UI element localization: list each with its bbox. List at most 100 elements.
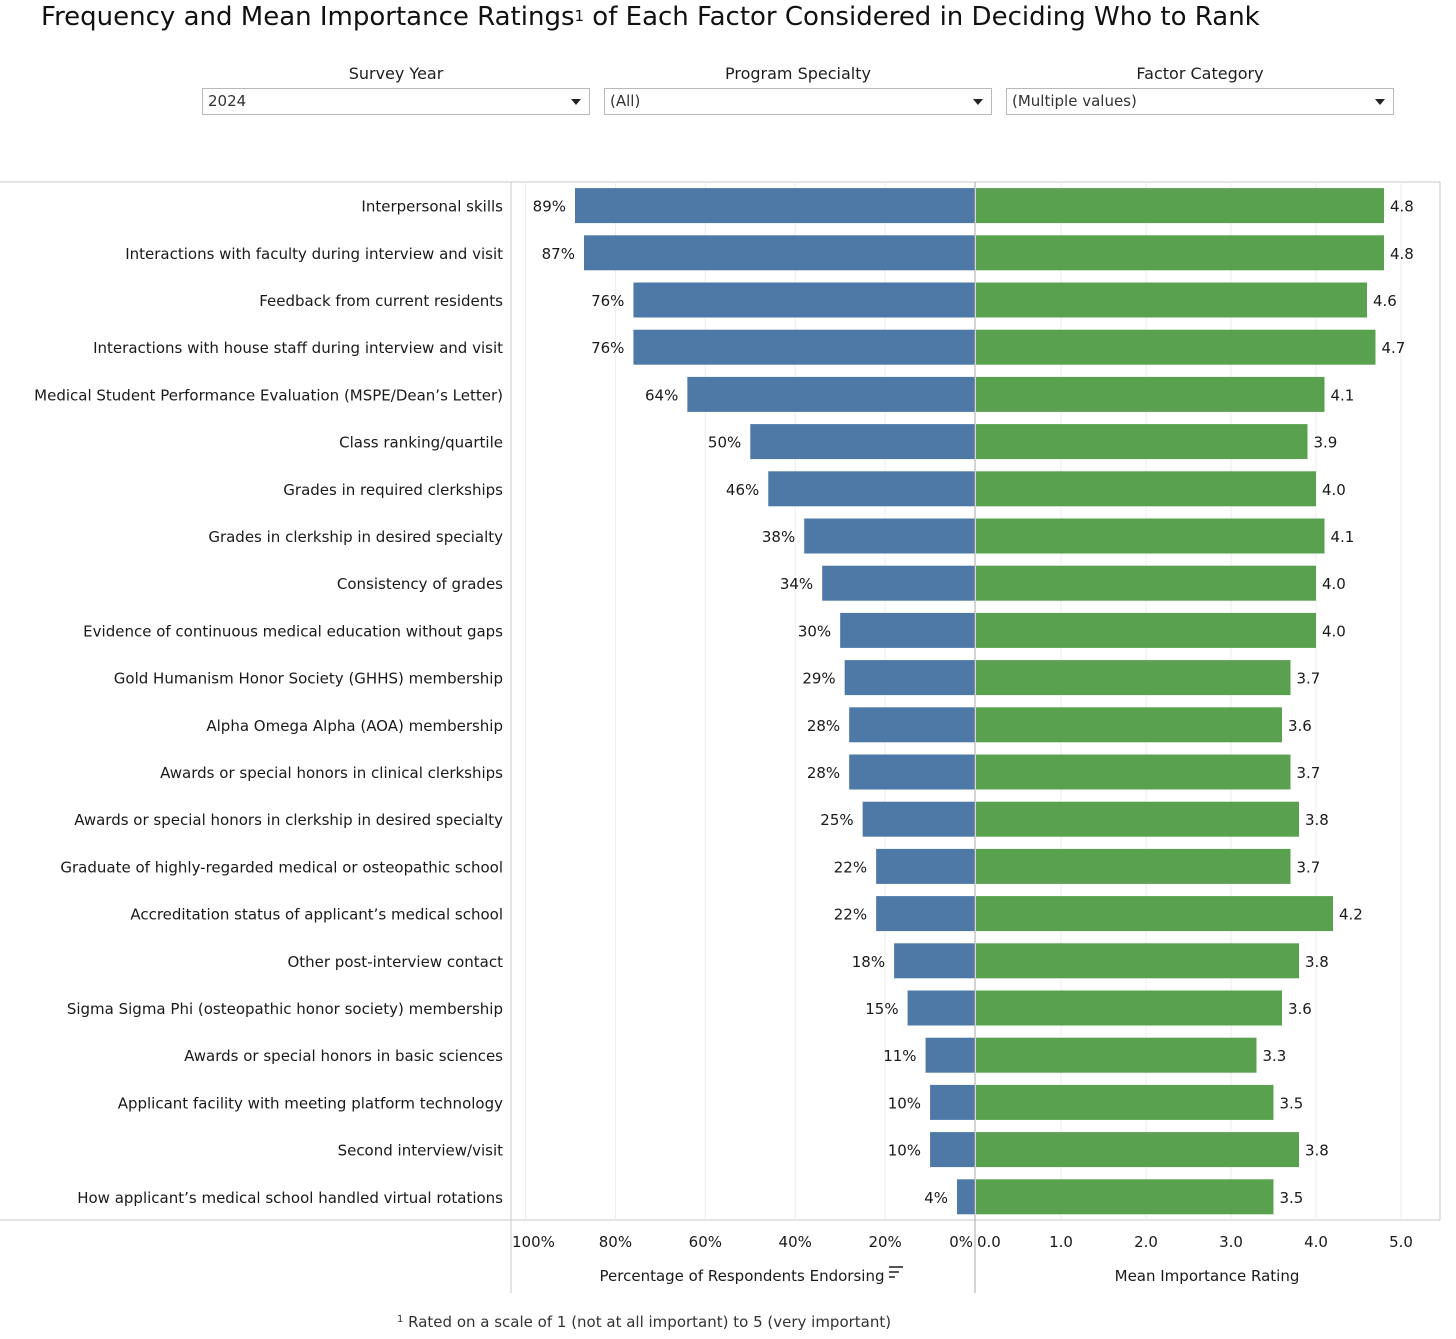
percent-bar xyxy=(930,1132,975,1168)
percent-bar xyxy=(925,1037,975,1073)
rating-data-label: 4.1 xyxy=(1331,528,1355,546)
category-label: Medical Student Performance Evaluation (… xyxy=(34,386,503,404)
category-label: Grades in required clerkships xyxy=(283,481,503,499)
percent-data-label: 4% xyxy=(924,1189,948,1207)
percent-bar xyxy=(750,424,975,460)
factor-category-dropdown[interactable]: (Multiple values) xyxy=(1006,88,1394,115)
percent-data-label: 25% xyxy=(820,811,853,829)
sort-icon-bar xyxy=(889,1266,903,1268)
rating-bar xyxy=(976,282,1367,318)
percent-data-label: 38% xyxy=(762,528,795,546)
rating-data-label: 4.0 xyxy=(1322,481,1346,499)
percent-bar xyxy=(957,1179,975,1215)
footnote: 1 Rated on a scale of 1 (not at all impo… xyxy=(397,1313,892,1331)
percent-bar xyxy=(822,565,975,601)
x-tick-label: 0.0 xyxy=(977,1233,1001,1251)
percent-data-label: 76% xyxy=(591,339,624,357)
rating-data-label: 3.8 xyxy=(1305,953,1329,971)
category-label: Applicant facility with meeting platform… xyxy=(118,1094,503,1112)
rating-bar xyxy=(976,707,1282,743)
rating-data-label: 4.8 xyxy=(1390,198,1414,216)
x-tick-label: 100% xyxy=(512,1233,555,1251)
rating-bar xyxy=(976,235,1384,271)
percent-bar xyxy=(583,235,975,271)
rating-data-label: 3.7 xyxy=(1297,670,1321,688)
percent-data-label: 22% xyxy=(834,906,867,924)
x-tick-label: 80% xyxy=(599,1233,632,1251)
rating-data-label: 3.3 xyxy=(1263,1047,1287,1065)
percent-bar xyxy=(804,518,975,554)
rating-data-label: 4.0 xyxy=(1322,575,1346,593)
filter-label: Factor Category xyxy=(1136,64,1264,83)
percent-data-label: 15% xyxy=(865,1000,898,1018)
rating-bar xyxy=(976,1179,1274,1215)
rating-bar xyxy=(976,754,1291,790)
chevron-down-icon xyxy=(973,99,983,105)
category-label: Consistency of grades xyxy=(337,575,503,593)
percent-bar xyxy=(876,848,975,884)
category-label: Awards or special honors in basic scienc… xyxy=(184,1047,503,1065)
rating-bar xyxy=(976,376,1325,412)
sort-descending-icon[interactable] xyxy=(889,1266,903,1278)
x-tick-label: 0% xyxy=(949,1233,973,1251)
x-tick-label: 60% xyxy=(689,1233,722,1251)
x-tick-label: 2.0 xyxy=(1134,1233,1158,1251)
rating-bar xyxy=(976,848,1291,884)
percent-bar xyxy=(894,943,975,979)
program-specialty-dropdown[interactable]: (All) xyxy=(604,88,992,115)
rating-data-label: 3.6 xyxy=(1288,717,1312,735)
percent-bar xyxy=(876,896,975,932)
survey-year-dropdown[interactable]: 2024 xyxy=(202,88,590,115)
rating-bar xyxy=(976,329,1376,365)
filter-label: Program Specialty xyxy=(725,64,871,83)
dropdown-value: 2024 xyxy=(208,92,247,110)
category-label: Evidence of continuous medical education… xyxy=(83,622,503,640)
category-label: How applicant’s medical school handled v… xyxy=(77,1189,503,1207)
rating-data-label: 4.6 xyxy=(1373,292,1397,310)
x-axis-title: Mean Importance Rating xyxy=(1115,1267,1300,1285)
category-label: Gold Humanism Honor Society (GHHS) membe… xyxy=(114,670,503,688)
rating-bar xyxy=(976,1037,1257,1073)
rating-data-label: 3.8 xyxy=(1305,1142,1329,1160)
category-label: Second interview/visit xyxy=(338,1142,504,1160)
rating-data-label: 3.5 xyxy=(1280,1189,1304,1207)
category-label: Grades in clerkship in desired specialty xyxy=(208,528,503,546)
rating-data-label: 3.7 xyxy=(1297,764,1321,782)
rating-bar xyxy=(976,1132,1299,1168)
chevron-down-icon xyxy=(571,99,581,105)
rating-data-label: 3.5 xyxy=(1280,1094,1304,1112)
percent-bar xyxy=(907,990,975,1026)
percent-data-label: 64% xyxy=(645,386,678,404)
rating-data-label: 3.6 xyxy=(1288,1000,1312,1018)
rating-data-label: 3.7 xyxy=(1297,858,1321,876)
percent-bar xyxy=(575,188,975,224)
rating-data-label: 4.1 xyxy=(1331,386,1355,404)
chart-area: Interpersonal skills 89% 4.8 Interactions w… xyxy=(0,181,1441,1293)
percent-data-label: 76% xyxy=(591,292,624,310)
x-tick-label: 1.0 xyxy=(1049,1233,1073,1251)
percent-data-label: 10% xyxy=(888,1142,921,1160)
percent-data-label: 30% xyxy=(798,622,831,640)
chevron-down-icon xyxy=(1375,99,1385,105)
category-label: Alpha Omega Alpha (AOA) membership xyxy=(206,717,503,735)
category-label: Sigma Sigma Phi (osteopathic honor socie… xyxy=(67,1000,503,1018)
percent-bar xyxy=(840,612,975,648)
percent-bar xyxy=(930,1084,975,1120)
filter-label: Survey Year xyxy=(348,64,444,83)
percent-bar xyxy=(862,801,975,837)
percent-bar xyxy=(849,707,975,743)
filter-program-specialty: Program Specialty (All) xyxy=(604,62,992,115)
rating-data-label: 4.8 xyxy=(1390,245,1414,263)
rating-bar xyxy=(976,612,1316,648)
percent-data-label: 28% xyxy=(807,717,840,735)
rating-bar xyxy=(976,990,1282,1026)
percent-data-label: 50% xyxy=(708,434,741,452)
category-label: Interactions with house staff during int… xyxy=(93,339,503,357)
x-tick-label: 4.0 xyxy=(1304,1233,1328,1251)
percent-bar xyxy=(633,329,975,365)
percent-bar xyxy=(844,660,975,696)
percent-data-label: 10% xyxy=(888,1094,921,1112)
x-tick-label: 3.0 xyxy=(1219,1233,1243,1251)
rating-data-label: 4.0 xyxy=(1322,622,1346,640)
rating-bar xyxy=(976,660,1291,696)
